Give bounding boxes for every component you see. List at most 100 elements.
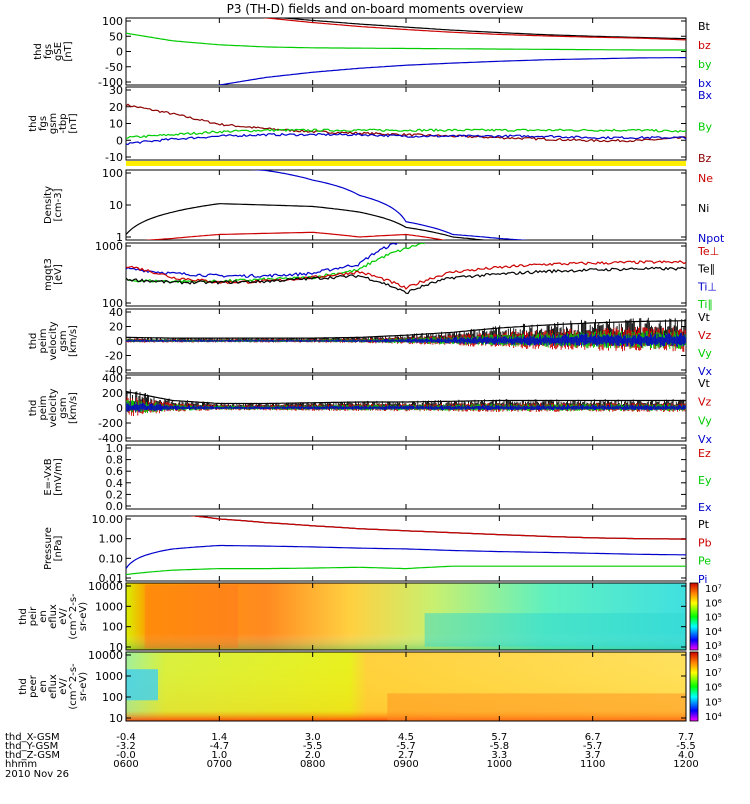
series-line [126,132,686,146]
y-tick-label: 0.10 [99,552,124,565]
y-axis-label-line: gsm [58,330,69,351]
y-tick-label: 1 [116,231,123,244]
ephemeris-value: 6.7 [585,732,601,743]
y-tick-label: 100 [102,297,123,310]
series-fgs_gse-bz [261,18,686,41]
ephemeris-value: -3.2 [116,741,136,752]
legend-Pt: Pt [698,518,710,531]
y-axis-label: thd peim velocity gsm [km/s] [28,321,79,360]
legend-By: By [698,121,713,134]
y-axis-label: thd fgs gsm -tbp [nT] [28,113,79,134]
ephemeris-value: -0.0 [116,750,136,761]
y-tick-label: 0.0 [106,500,124,513]
y-axis-label-line: thd [28,400,39,417]
series-line [126,128,686,140]
y-axis-label-line: E=-VxB [43,458,54,495]
spectrogram-hot-patch [144,585,238,648]
colorbar [689,582,699,651]
y-tick-label: 40 [109,306,123,319]
series-vel_i-components [126,389,686,416]
series-Vx-spikes [126,401,686,413]
legend-Te∥: Te∥ [697,263,715,276]
ephemeris-value: -5.5 [676,741,696,752]
ephemeris-value: 5.7 [491,732,507,743]
ephemeris-value: 2.0 [305,750,321,761]
legend-Vt: Vt [698,377,711,390]
series-line [126,103,686,143]
y-axis-label: thd peer en eflux eV/(cm^2-s-sr-eV) [18,663,89,710]
series-line [277,18,686,40]
y-axis-label-line: (cm^2-s- [68,663,79,710]
legend-Vy: Vy [698,347,712,360]
y-axis-label-line: -tbp [58,113,69,133]
y-tick-label: 0.2 [106,488,124,501]
colorbar-label: 10⁶ [705,598,722,609]
ephemeris-value: -4.7 [210,741,230,752]
legend-Npot: Npot [698,232,725,245]
y-axis-label-line: Density [43,186,54,224]
y-tick-label: 30 [109,84,123,97]
y-tick-label: 0.4 [106,477,124,490]
legend-Ez: Ez [698,447,711,460]
legend-Vz: Vz [698,396,712,409]
time-axis-row-label: thd_Y-GSM [5,741,58,752]
y-tick-label: 10000 [88,649,123,662]
spectrogram-cold-band [424,613,686,647]
series-fgs_gsm-Bz [126,103,686,143]
y-tick-label: 100 [102,15,123,28]
y-tick-label: -40 [105,364,123,377]
y-axis-label-line: Pressure [43,527,54,570]
series-fgs_gse-by [126,32,686,51]
ephemeris-value: 1.4 [211,732,227,743]
y-axis-label: Density [cm-3] [43,186,64,224]
y-tick-label: 0 [116,134,123,147]
series-line [250,170,530,240]
panel-fgs_gse: thd fgs gSE [nT] [33,17,687,86]
time-axis-row-label: hhmm [5,759,37,770]
y-axis-label-line: [km/s] [68,325,79,357]
colorbar-label: 10⁵ [705,697,722,708]
y-tick-label: 10 [109,199,123,212]
y-tick-label: 10 [109,118,123,131]
y-tick-label: 0.8 [106,454,124,467]
y-tick-label: -100 [98,76,123,89]
colorbar-label: 10⁸ [705,653,722,664]
colorbar-label: 10⁵ [705,613,722,624]
series-density-Ni [126,203,489,240]
y-axis-label-line: sr-eV) [78,672,89,701]
y-tick-label: 1.00 [99,533,124,546]
y-tick-label: 200 [102,387,123,400]
y-axis-label-line: thd [28,333,39,350]
y-axis-label: thd peim velocity gsm [km/s] [28,388,79,427]
y-axis-label-line: [eV] [53,264,64,285]
y-tick-label: 10000 [88,580,123,593]
panel-ele_spec: thd peer en eflux eV/(cm^2-s-sr-eV) [18,651,699,722]
y-axis-label-line: gSE [53,42,64,61]
legend-Vz: Vz [698,329,712,342]
y-axis-label-line: en [38,610,49,623]
panel-efield: E=-VxB [mV/m] [43,444,687,510]
series-fgs_gse-bx [217,57,686,85]
chart-title: P3 (TH-D) fields and on-board moments ov… [227,2,524,16]
series-line [126,203,489,240]
legend-Bt: Bt [698,20,711,33]
series-pressure-Pi [126,544,686,569]
y-axis-label-line: thd [28,115,39,132]
ephemeris-value: -5.8 [490,741,510,752]
y-axis-label-line: gsm [58,397,69,418]
series-temp-Ti⊥ [126,243,399,278]
panel-ion_spec: thd peir en eflux eV/(cm^2-s-sr-eV) [18,582,699,651]
panel-frame [125,17,687,86]
ephemeris-value: 3.7 [585,750,601,761]
y-tick-label: -200 [98,417,123,430]
colorbar-label: 10⁴ [705,627,722,638]
y-axis-label-line: [nT] [63,41,74,61]
series-line [142,231,447,240]
y-tick-label: 20 [109,321,123,334]
colorbar-label: 10⁷ [705,668,722,679]
series-line [126,565,686,576]
y-axis-label-line: thd [18,678,29,695]
y-axis-label-line: peim [38,328,49,353]
